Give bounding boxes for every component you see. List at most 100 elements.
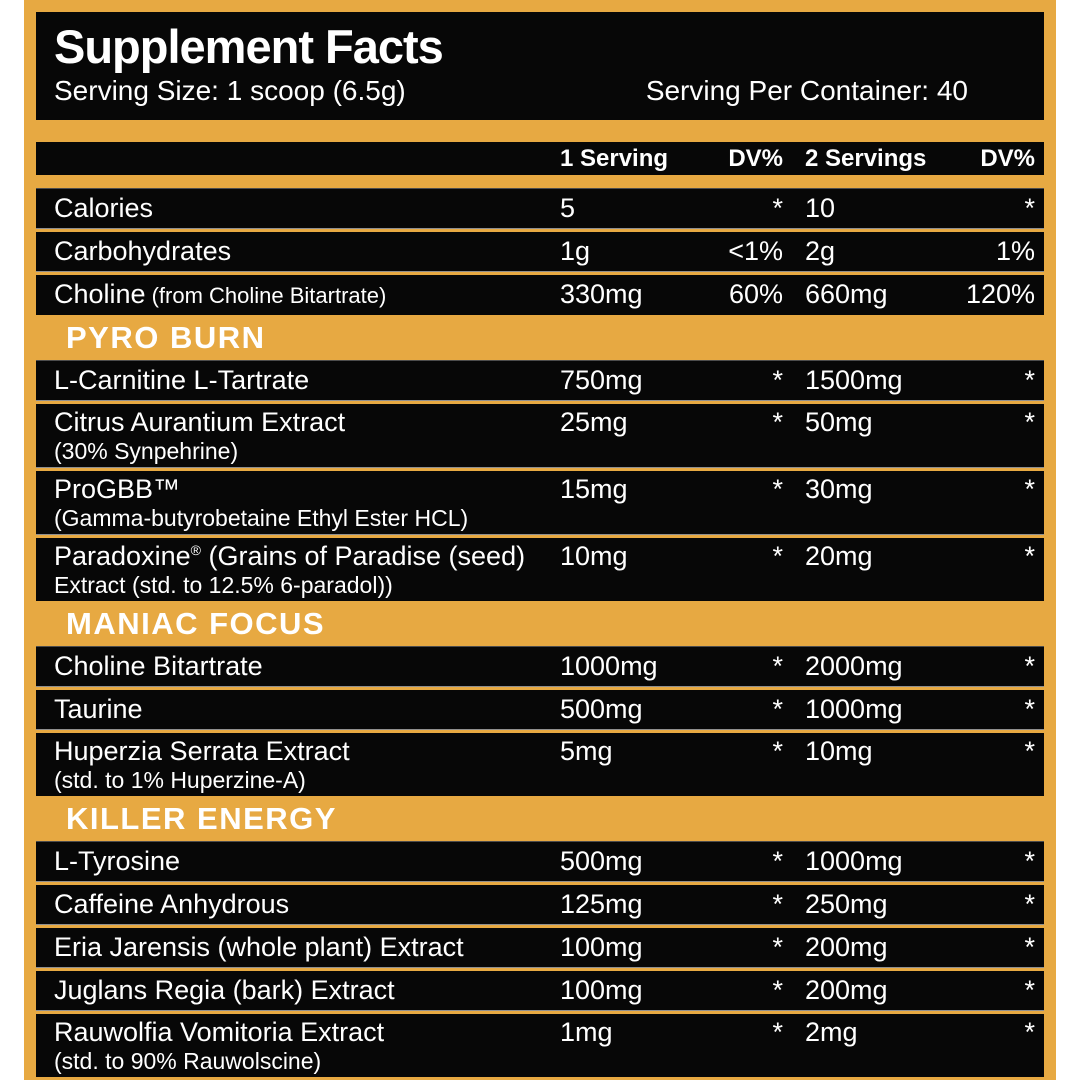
ingredient-block: L-Tyrosine 500mg * 1000mg * Caffeine Anhydrou…	[36, 841, 1044, 1077]
value-2-servings: 660mg	[805, 279, 888, 309]
value-1-serving: 100mg	[560, 932, 643, 962]
ingredient-name: ProGBB™ (Gamma-butyrobetaine Ethyl Ester …	[54, 474, 560, 531]
column-header-1-serving: 1 Serving	[560, 144, 669, 172]
value-1-serving: 1g	[560, 236, 591, 266]
value-2-servings: 2g	[805, 236, 836, 266]
ingredient-block: Choline Bitartrate 1000mg * 2000mg * Taurine 5…	[36, 646, 1044, 796]
ingredient-row: Huperzia Serrata Extract (std. to 1% Hupe…	[36, 733, 1044, 796]
dv-1-serving: *	[772, 694, 783, 724]
value-2-servings: 30mg	[805, 474, 873, 504]
value-2-servings: 200mg	[805, 975, 888, 1005]
dv-1-serving: *	[772, 932, 783, 962]
dv-1-serving: *	[772, 193, 783, 223]
ingredient-subline: Extract (std. to 12.5% 6-paradol))	[54, 572, 393, 598]
dv-2-servings: *	[1024, 932, 1035, 962]
value-2-servings: 200mg	[805, 932, 888, 962]
ingredient-row: L-Tyrosine 500mg * 1000mg *	[36, 842, 1044, 881]
value-1-serving: 330mg	[560, 279, 643, 309]
supplement-facts-title: Supplement Facts	[54, 20, 444, 73]
dv-2-servings: *	[1024, 1017, 1035, 1047]
ingredient-row: Eria Jarensis (whole plant) Extract 100mg…	[36, 928, 1044, 967]
value-1-serving: 500mg	[560, 694, 643, 724]
value-1-serving: 100mg	[560, 975, 643, 1005]
value-2-servings: 1500mg	[805, 365, 903, 395]
serving-size-text: Serving Size: 1 scoop (6.5g)	[54, 75, 406, 106]
ingredient-row: Choline Bitartrate 1000mg * 2000mg *	[36, 647, 1044, 686]
dv-1-serving: <1%	[728, 236, 783, 266]
dv-1-serving: *	[772, 407, 783, 437]
ingredient-row: Calories 5 * 10 *	[36, 189, 1044, 228]
column-header-dv2: DV%	[980, 144, 1035, 172]
value-1-serving: 500mg	[560, 846, 643, 876]
row-separator	[36, 400, 1044, 404]
row-separator	[36, 534, 1044, 538]
ingredient-name: L-Tyrosine	[54, 846, 181, 876]
dv-2-servings: *	[1024, 694, 1035, 724]
column-header-2-servings: 2 Servings	[805, 144, 927, 172]
ingredient-row: Paradoxine® (Grains of Paradise (seed) Ex…	[36, 538, 1044, 601]
dv-1-serving: *	[772, 889, 783, 919]
section-band: MANIAC FOCUS	[36, 601, 1044, 646]
ingredient-block: Calories 5 * 10 * Carbohydrates 1g <1% 2g 1% Choli…	[36, 188, 1044, 315]
column-header-bar: 1 Serving DV% 2 Servings DV%	[36, 142, 1044, 175]
ingredient-name: Juglans Regia (bark) Extract	[54, 975, 395, 1005]
ingredient-name: Paradoxine® (Grains of Paradise (seed) Ex…	[54, 541, 560, 598]
row-separator	[36, 881, 1044, 885]
value-1-serving: 1mg	[560, 1017, 613, 1047]
ingredient-name: Eria Jarensis (whole plant) Extract	[54, 932, 464, 962]
row-separator	[36, 686, 1044, 690]
row-separator	[36, 967, 1044, 971]
ingredient-row: Taurine 500mg * 1000mg *	[36, 690, 1044, 729]
row-separator	[36, 924, 1044, 928]
ingredient-subline: (std. to 90% Rauwolscine)	[54, 1048, 322, 1074]
dv-1-serving: *	[772, 846, 783, 876]
gold-divider	[36, 175, 1044, 188]
row-separator	[36, 467, 1044, 471]
section-band: PYRO BURN	[36, 315, 1044, 360]
ingredient-row: L-Carnitine L-Tartrate 750mg * 1500mg *	[36, 361, 1044, 400]
value-2-servings: 250mg	[805, 889, 888, 919]
registered-mark: ®	[190, 542, 201, 558]
ingredient-subline: (std. to 1% Huperzine-A)	[54, 767, 306, 793]
ingredient-row: Caffeine Anhydrous 125mg * 250mg *	[36, 885, 1044, 924]
ingredient-name: Choline (from Choline Bitartrate)	[54, 279, 387, 309]
dv-2-servings: *	[1024, 975, 1035, 1005]
dv-1-serving: *	[772, 474, 783, 504]
section-title: PYRO BURN	[66, 319, 266, 355]
value-1-serving: 125mg	[560, 889, 643, 919]
servings-per-container-text: Serving Per Container: 40	[645, 75, 968, 106]
dv-2-servings: 120%	[965, 279, 1035, 309]
section-band: KILLER ENERGY	[36, 796, 1044, 841]
row-separator	[36, 228, 1044, 232]
column-header-dv1: DV%	[728, 144, 783, 172]
dv-2-servings: *	[1024, 193, 1035, 223]
value-1-serving: 10mg	[560, 541, 628, 571]
value-1-serving: 25mg	[560, 407, 628, 437]
ingredient-name: Citrus Aurantium Extract (30% Synpehrine)	[54, 407, 560, 464]
ingredient-name: Choline Bitartrate	[54, 651, 263, 681]
value-1-serving: 5mg	[560, 736, 613, 766]
dv-2-servings: 1%	[995, 236, 1035, 266]
ingredient-name: L-Carnitine L-Tartrate	[54, 365, 310, 395]
ingredient-subline: (30% Synpehrine)	[54, 438, 239, 464]
ingredient-row: Rauwolfia Vomitoria Extract (std. to 90% …	[36, 1014, 1044, 1077]
dv-2-servings: *	[1024, 407, 1035, 437]
dv-1-serving: *	[772, 541, 783, 571]
row-separator	[36, 1010, 1044, 1014]
value-1-serving: 1000mg	[560, 651, 658, 681]
dv-1-serving: 60%	[728, 279, 783, 309]
supplement-facts-label: Supplement Facts Serving Size: 1 scoop (…	[24, 0, 1056, 1080]
ingredient-row: Juglans Regia (bark) Extract 100mg * 200mg *	[36, 971, 1044, 1010]
section-title: MANIAC FOCUS	[66, 605, 326, 641]
dv-2-servings: *	[1024, 365, 1035, 395]
dv-1-serving: *	[772, 1017, 783, 1047]
serving-info-line: Serving Size: 1 scoop (6.5g) Serving Per…	[36, 74, 1044, 108]
gold-divider	[36, 120, 1044, 142]
value-2-servings: 50mg	[805, 407, 873, 437]
ingredient-row: ProGBB™ (Gamma-butyrobetaine Ethyl Ester …	[36, 471, 1044, 534]
value-2-servings: 2mg	[805, 1017, 858, 1047]
dv-2-servings: *	[1024, 541, 1035, 571]
dv-1-serving: *	[772, 365, 783, 395]
value-1-serving: 5	[560, 193, 576, 223]
